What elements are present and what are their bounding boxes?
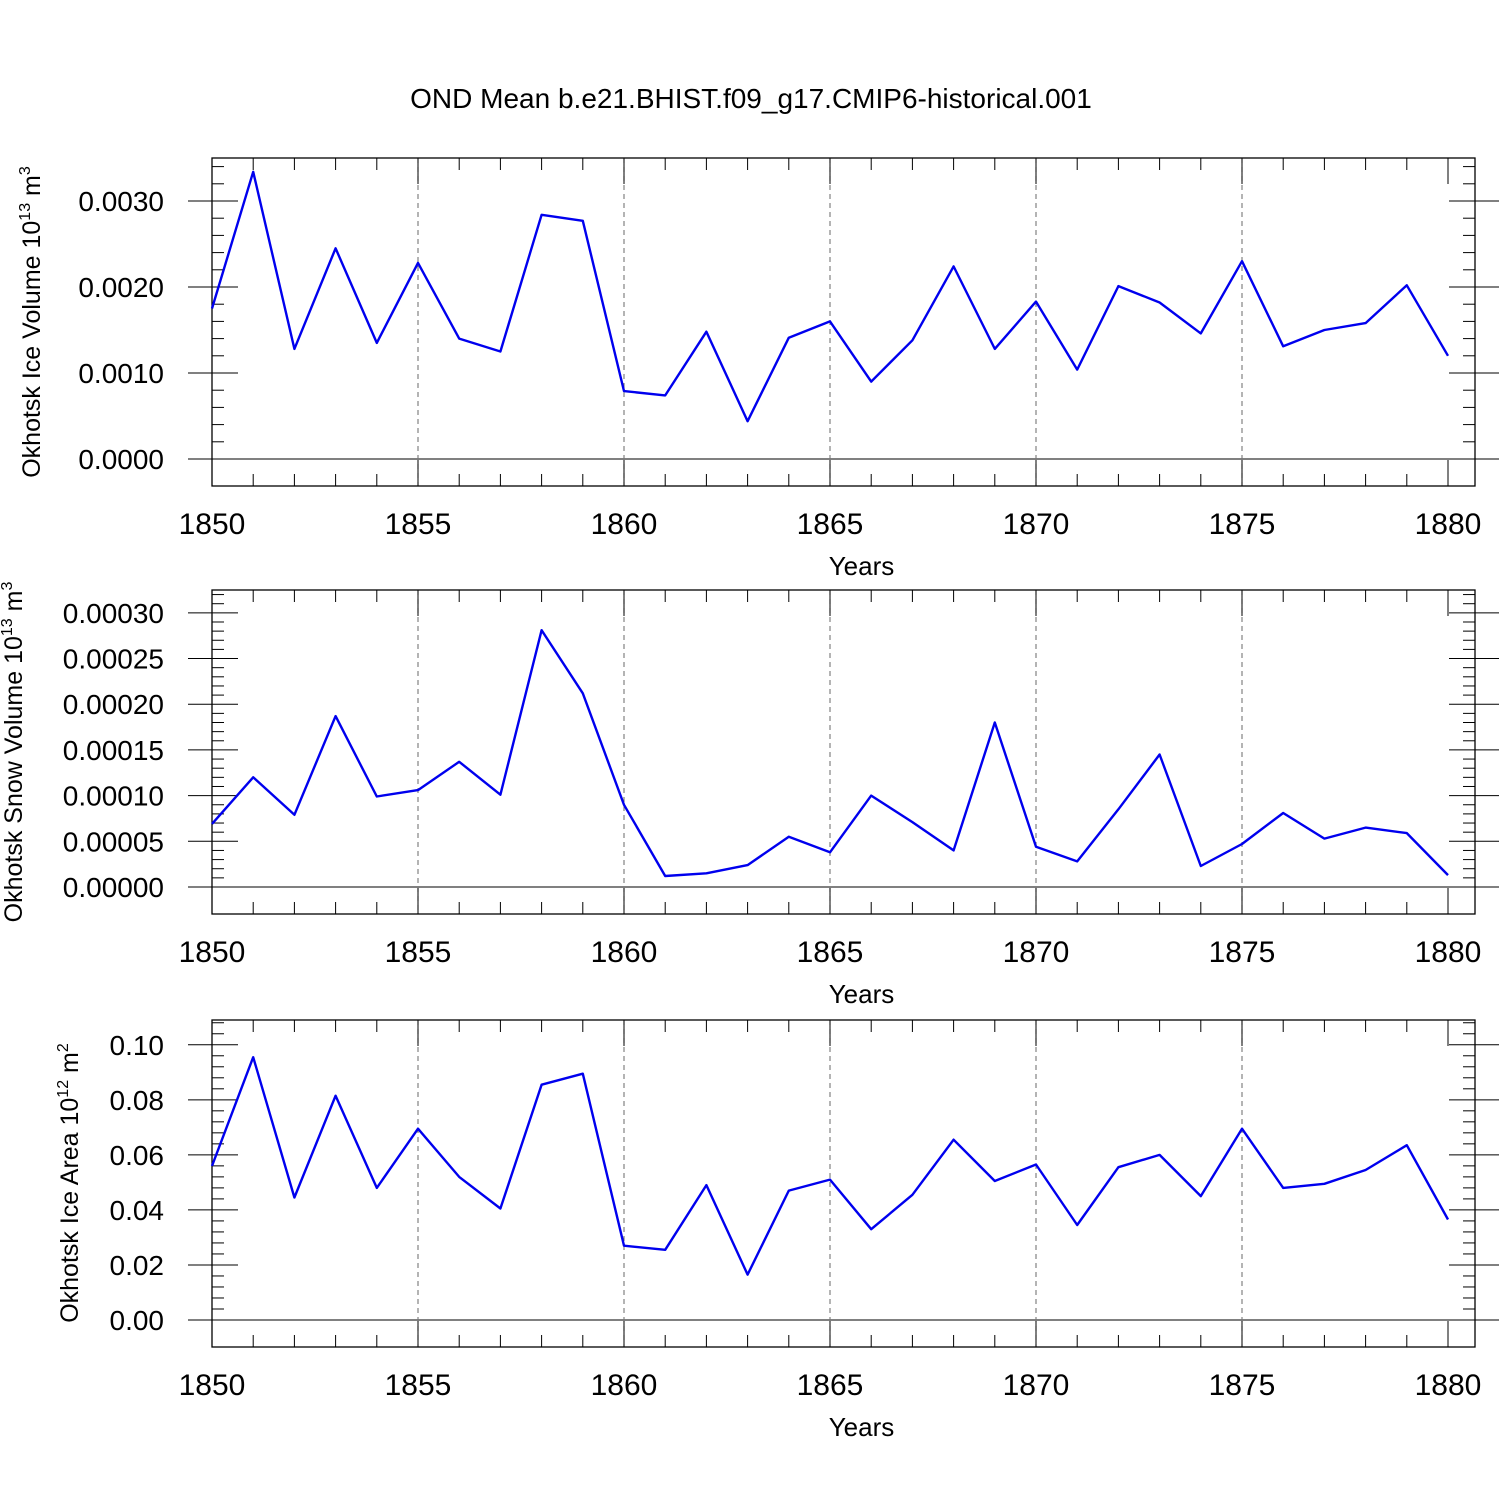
panel-ice-area: 1850 1855 1860 1865 1870 1875 1880 Years 0.00 0.0… [55,1019,1499,1442]
x-tick-label: 1850 [179,508,246,541]
y-tick-label: 0.10 [110,1030,165,1061]
x-tick-label: 1855 [385,1369,452,1402]
y-tick-label: 0.04 [110,1195,165,1226]
chart-panels: 1850 1855 1860 1865 1870 1875 1880Years0.00000… [0,157,1499,1442]
panel-ice-volume: 1850 1855 1860 1865 1870 1875 1880 Years 0.0000 0… [17,157,1499,581]
x-axis-label: Years [829,1412,895,1442]
plot-frame [211,1019,1476,1348]
x-tick-label: 1880 [1415,936,1482,969]
series-line-snow-volume [211,629,1449,878]
y-tick-label: 0.06 [110,1140,165,1171]
series-line-ice-area [210,1055,1450,1276]
plot-frame [211,589,1476,915]
y-tick-label: 0.00005 [63,826,164,857]
y-tick-label: 0.00015 [63,735,164,766]
x-tick-label: 1850 [179,1369,246,1402]
y-tick-label: 0.02 [110,1250,165,1281]
y-axis-label: Okhotsk Ice Volume 1013 m3 [17,166,46,478]
x-tick-label: 1850 [179,936,246,969]
x-tick-label: 1870 [1003,508,1070,541]
y-tick-label: 0.0010 [78,358,164,389]
x-tick-label: 1860 [591,508,658,541]
x-axis-label: Years [829,551,895,581]
x-tick-label: 1855 [385,508,452,541]
x-tick-label: 1875 [1209,936,1276,969]
x-tick-label: 1865 [797,936,864,969]
x-tick-label: 1880 [1415,1369,1482,1402]
x-tick-label: 1875 [1209,508,1276,541]
x-tick-label: 1865 [797,1369,864,1402]
x-tick-label: 1860 [591,1369,658,1402]
x-tick-label: 1880 [1415,508,1482,541]
series-line-ice-volume [210,170,1450,423]
y-axis-label: Okhotsk Snow Volume 1013 m3 [0,582,28,923]
x-axis-label: Years [829,979,895,1009]
y-tick-label: 0.00 [110,1305,165,1336]
x-tick-label: 1860 [591,936,658,969]
y-axis-label: Okhotsk Ice Area 1012 m2 [55,1043,84,1323]
y-tick-label: 0.00000 [63,872,164,903]
y-tick-label: 0.00025 [63,644,164,675]
panel-snow-volume: 1850 1855 1860 1865 1870 1875 1880 Years 0.00000… [0,582,1499,1009]
x-tick-label: 1865 [797,508,864,541]
y-tick-label: 0.00030 [63,598,164,629]
chart-title: OND Mean b.e21.BHIST.f09_g17.CMIP6-histo… [410,83,1092,114]
y-tick-label: 0.0000 [78,444,164,475]
x-tick-label: 1870 [1003,936,1070,969]
y-tick-label: 0.00010 [63,781,164,812]
plot-frame [211,157,1476,487]
y-tick-label: 0.0020 [78,272,164,303]
y-tick-label: 0.00020 [63,689,164,720]
x-tick-label: 1875 [1209,1369,1276,1402]
x-tick-label: 1870 [1003,1369,1070,1402]
x-tick-label: 1855 [385,936,452,969]
y-tick-label: 0.08 [110,1085,165,1116]
y-tick-label: 0.0030 [78,186,164,217]
